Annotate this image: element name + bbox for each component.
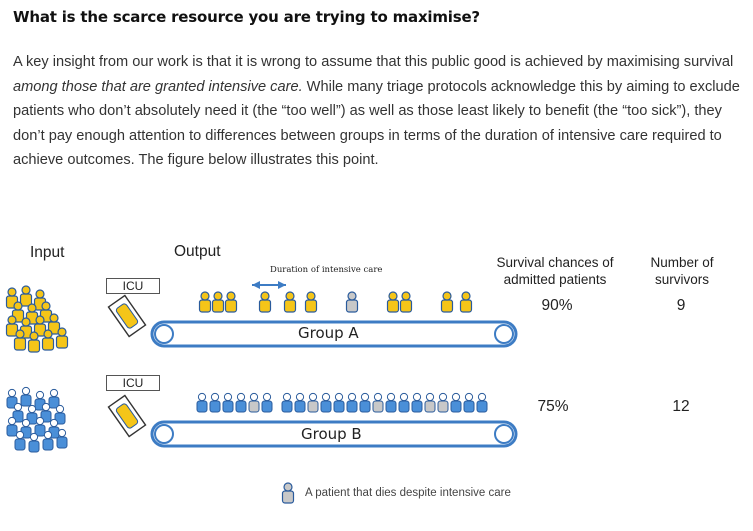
patient-b-survived: [222, 392, 234, 413]
patient-a-survived: [386, 291, 400, 313]
group-b-survivors: 12: [672, 398, 690, 415]
patient-b-survived: [235, 392, 247, 413]
survivors-header: Number of survivors: [650, 255, 714, 287]
conveyor-belt-b-roller-right: [494, 424, 514, 444]
icu-sign-a: ICU: [106, 278, 160, 294]
input-patient-a: [41, 329, 55, 351]
input-patient-b: [20, 386, 32, 407]
patient-b-died: [437, 392, 449, 413]
input-patient-b: [6, 416, 18, 437]
patient-b-survived: [385, 392, 397, 413]
icu-sign-b: ICU: [106, 375, 160, 391]
paragraph-part-1: A key insight from our work is that it i…: [13, 54, 734, 70]
paragraph-part-2: While many triage protocols acknowledge …: [13, 78, 740, 169]
patient-b-died: [307, 392, 319, 413]
paragraph-italic: among those that are granted intensive c…: [13, 78, 303, 95]
patient-a-survived: [258, 291, 272, 313]
group-a-survival: 90%: [541, 297, 573, 314]
patient-b-survived: [450, 392, 462, 413]
icu-bed-a: [107, 294, 147, 338]
output-label: Output: [174, 243, 221, 260]
figure-graphics: [5, 281, 518, 504]
conveyor-belt-b: [150, 420, 518, 448]
input-patient-b: [42, 430, 54, 451]
group-b-survival: 75%: [537, 398, 569, 415]
article-paragraph: A key insight from our work is that it i…: [13, 50, 743, 173]
patient-b-survived: [476, 392, 488, 413]
conveyor-belt-a: [150, 320, 518, 348]
patient-a-survived: [459, 291, 473, 313]
patient-b-died: [424, 392, 436, 413]
input-patient-a: [27, 331, 41, 353]
group-a-label: Group A: [298, 324, 359, 342]
patient-a-survived: [399, 291, 413, 313]
patient-b-survived: [333, 392, 345, 413]
legend-dead-patient-icon: [281, 482, 295, 504]
group-a-survivors: 9: [676, 297, 686, 314]
input-patient-b: [14, 430, 26, 451]
duration-arrow-right-head: [278, 281, 286, 289]
input-patient-b: [34, 416, 46, 437]
patient-a-survived: [224, 291, 238, 313]
input-patient-a: [55, 327, 69, 349]
input-patient-a: [5, 315, 19, 337]
patient-a-died: [345, 291, 359, 313]
triage-figure: Input Output Duration of intensive care …: [0, 230, 753, 531]
patient-a-survived: [198, 291, 212, 313]
patient-b-survived: [346, 392, 358, 413]
patient-a-survived: [211, 291, 225, 313]
patient-a-survived: [304, 291, 318, 313]
survival-header: Survival chances of admitted patients: [496, 255, 614, 287]
input-patient-b: [48, 388, 60, 409]
patient-b-survived: [463, 392, 475, 413]
input-patient-a: [13, 329, 27, 351]
patient-b-survived: [209, 392, 221, 413]
duration-arrow-left-head: [252, 281, 260, 289]
patient-b-survived: [196, 392, 208, 413]
conveyor-belt-a-roller-right: [494, 324, 514, 344]
patient-b-survived: [359, 392, 371, 413]
input-patient-a: [19, 285, 33, 307]
patient-b-survived: [294, 392, 306, 413]
patient-b-survived: [320, 392, 332, 413]
patient-a-survived: [440, 291, 454, 313]
article-heading: What is the scarce resource you are tryi…: [13, 8, 480, 26]
patient-a-survived: [283, 291, 297, 313]
conveyor-belt-b-roller-left: [154, 424, 174, 444]
patient-b-died: [248, 392, 260, 413]
patient-b-survived: [411, 392, 423, 413]
input-patient-b: [56, 428, 68, 449]
input-patient-a: [33, 315, 47, 337]
input-patient-b: [28, 432, 40, 453]
patient-b-survived: [281, 392, 293, 413]
icu-bed-b: [107, 394, 147, 438]
conveyor-belt-a-roller-left: [154, 324, 174, 344]
group-b-label: Group B: [301, 425, 362, 443]
patient-b-died: [372, 392, 384, 413]
duration-label: Duration of intensive care: [270, 265, 383, 275]
input-label: Input: [30, 244, 65, 261]
legend-text: A patient that dies despite intensive ca…: [305, 487, 511, 499]
patient-b-survived: [398, 392, 410, 413]
patient-b-survived: [261, 392, 273, 413]
